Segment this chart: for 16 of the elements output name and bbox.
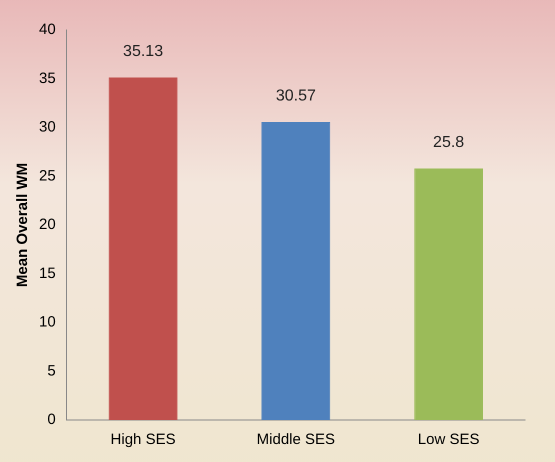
- x-tick-label: Middle SES: [256, 431, 336, 448]
- y-tick-label: 30: [38, 118, 56, 136]
- y-tick-label: 10: [38, 314, 56, 331]
- y-axis-title: Mean Overall WM: [14, 162, 32, 288]
- x-tick-label: Low SES: [418, 431, 480, 448]
- y-tick-label: 0: [47, 411, 56, 428]
- data-label: 35.13: [123, 42, 164, 60]
- data-label: 25.8: [433, 134, 464, 151]
- y-tick-label: 35: [38, 70, 56, 87]
- y-tick-label: 15: [38, 264, 56, 282]
- y-tick-label: 40: [38, 21, 56, 38]
- x-tick-label: High SES: [110, 431, 176, 448]
- y-tick-label: 5: [47, 362, 56, 380]
- y-tick-label: 20: [38, 216, 56, 234]
- data-label: 30.57: [276, 87, 316, 104]
- y-tick-label: 25: [38, 167, 56, 184]
